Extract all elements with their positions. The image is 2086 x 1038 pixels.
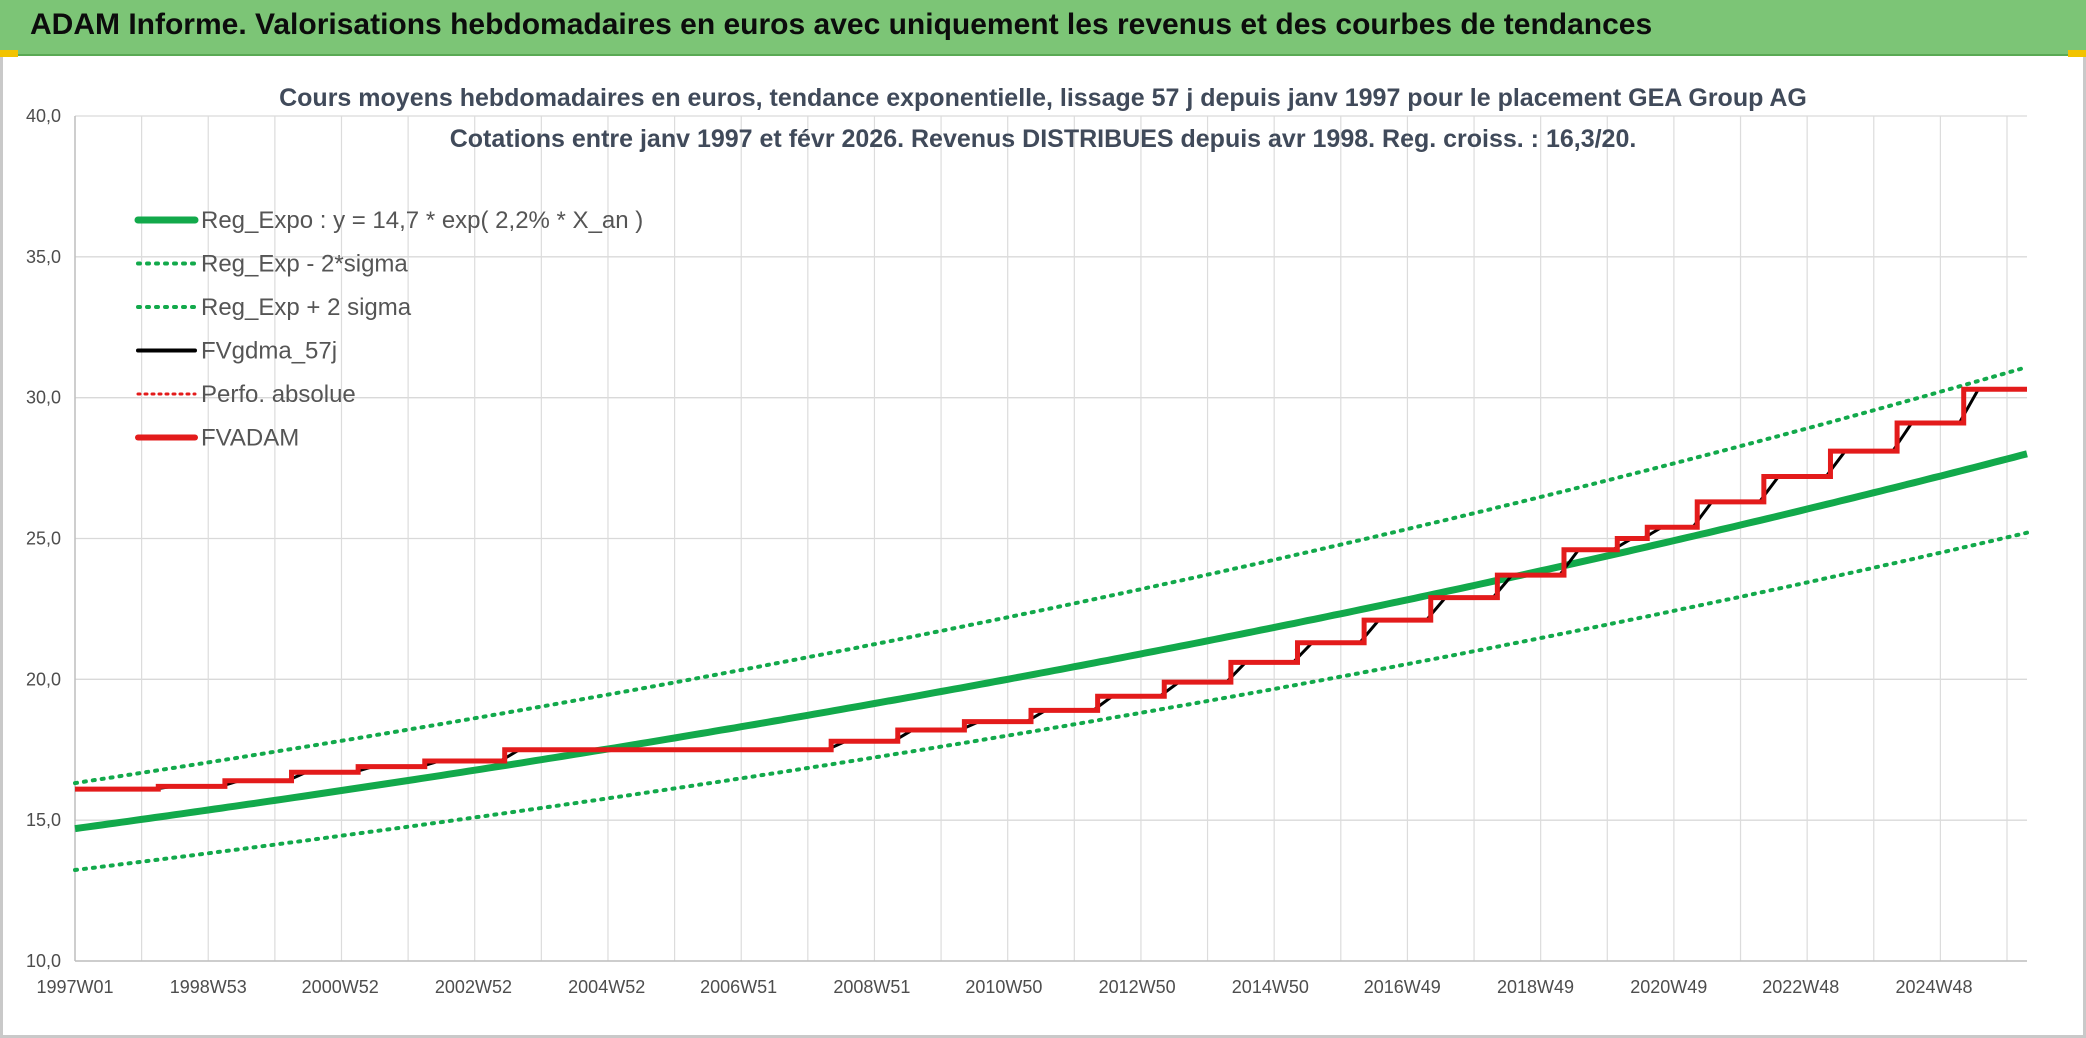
x-tick-label: 2022W48 <box>1762 977 1839 997</box>
legend-label: Reg_Expo : y = 14,7 * exp( 2,2% * X_an ) <box>201 207 643 234</box>
line-chart: 10,0 15,0 20,0 25,0 30,0 35,0 40,0 1997W01 1998… <box>26 84 2029 997</box>
legend-label: Perfo. absolue <box>201 381 356 408</box>
x-tick-label: 2006W51 <box>700 977 777 997</box>
series-layer <box>73 365 2029 872</box>
legend-label: Reg_Exp + 2 sigma <box>201 294 412 321</box>
x-tick-label: 2002W52 <box>435 977 512 997</box>
series-fvadam <box>75 386 2027 792</box>
x-tick-label: 2000W52 <box>302 977 379 997</box>
legend: Reg_Expo : y = 14,7 * exp( 2,2% * X_an )… <box>134 207 643 452</box>
y-tick-label: 40,0 <box>26 106 61 126</box>
y-tick-label: 35,0 <box>26 247 61 267</box>
page-title: ADAM Informe. Valorisations hebdomadaire… <box>30 8 1653 41</box>
chart-title-line-2: Cotations entre janv 1997 et févr 2026. … <box>450 125 1637 153</box>
y-tick-label: 15,0 <box>26 810 61 830</box>
x-tick-label: 2008W51 <box>833 977 910 997</box>
y-tick-label: 20,0 <box>26 669 61 689</box>
chart-title-line-1: Cours moyens hebdomadaires en euros, ten… <box>279 84 1807 112</box>
y-tick-label: 30,0 <box>26 388 61 408</box>
series-reg-exp-minus-2sigma <box>73 530 2029 872</box>
x-tick-label: 1997W01 <box>36 977 113 997</box>
series-reg-exp-plus-2sigma <box>73 365 2029 786</box>
legend-label: FVADAM <box>201 425 299 452</box>
grid <box>74 115 2027 962</box>
y-tick-label: 25,0 <box>26 529 61 549</box>
legend-label: FVgdma_57j <box>201 338 337 365</box>
x-tick-label: 2016W49 <box>1364 977 1441 997</box>
corner-accent-left <box>0 50 18 57</box>
x-tick-label: 2020W49 <box>1630 977 1707 997</box>
y-tick-label: 10,0 <box>26 951 61 971</box>
x-tick-label: 2012W50 <box>1099 977 1176 997</box>
y-axis-ticks: 10,0 15,0 20,0 25,0 30,0 35,0 40,0 <box>26 106 61 971</box>
legend-label: Reg_Exp - 2*sigma <box>201 251 408 278</box>
x-tick-label: 2024W48 <box>1895 977 1972 997</box>
header-banner: ADAM Informe. Valorisations hebdomadaire… <box>0 0 2086 56</box>
x-tick-label: 1998W53 <box>170 977 247 997</box>
x-axis-ticks: 1997W01 1998W53 2000W52 2002W52 2004W52 2006W… <box>36 977 1972 997</box>
x-tick-label: 2014W50 <box>1232 977 1309 997</box>
x-tick-label: 2010W50 <box>965 977 1042 997</box>
corner-accent-right <box>2068 50 2086 57</box>
x-tick-label: 2018W49 <box>1497 977 1574 997</box>
x-tick-label: 2004W52 <box>568 977 645 997</box>
series-reg-expo <box>74 450 2028 833</box>
